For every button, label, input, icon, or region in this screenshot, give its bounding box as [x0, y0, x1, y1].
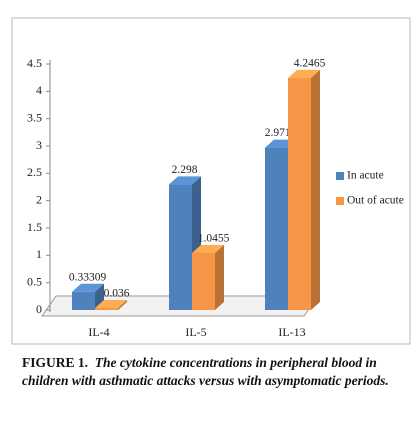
caption: FIGURE 1. The cytokine concentrations in… — [22, 354, 407, 390]
legend-label: In acute — [347, 170, 384, 182]
value-label: 4.2465 — [294, 57, 326, 69]
y-tick-label: 3 — [36, 138, 42, 152]
x-tick-label: IL-5 — [185, 325, 206, 339]
y-tick-label: 3.5 — [27, 110, 42, 124]
y-tick-label: 1.5 — [27, 220, 42, 234]
bar-top — [169, 176, 201, 185]
bar-top — [288, 69, 320, 78]
bar-side — [118, 300, 127, 310]
bar — [192, 252, 215, 310]
y-tick-label: 4 — [36, 83, 42, 97]
x-tick-label: IL-13 — [278, 325, 305, 339]
value-label: 1.0455 — [198, 232, 230, 244]
bar-side — [215, 244, 224, 310]
bar — [169, 184, 192, 310]
value-label: 0.036 — [104, 288, 130, 300]
chart: 0 0.5 1 1.5 2 2.5 3 3.5 4 4.5 IL-4 0.33309 0.036 IL-5… — [11, 17, 411, 345]
y-tick-label: 0 — [36, 302, 42, 316]
y-tick-label: 2.5 — [27, 165, 42, 179]
bar — [265, 147, 288, 310]
bar — [72, 291, 95, 310]
bar — [95, 308, 118, 310]
legend-swatch — [336, 172, 344, 180]
bar-top — [95, 300, 127, 309]
value-label: 2.298 — [172, 164, 198, 176]
bar-top — [192, 244, 224, 253]
legend-label: Out of acute — [347, 195, 404, 207]
caption-label: FIGURE 1. — [22, 355, 89, 370]
y-tick-label: 0.5 — [27, 274, 42, 288]
x-tick-label: IL-4 — [88, 325, 109, 339]
caption-text: The cytokine concentrations in periphera… — [22, 355, 389, 388]
bar-top — [72, 283, 104, 292]
y-tick-label: 2 — [36, 192, 42, 206]
value-label: 0.33309 — [69, 271, 107, 283]
y-tick-label: 4.5 — [27, 56, 42, 70]
y-tick-label: 1 — [36, 247, 42, 261]
bar — [288, 77, 311, 310]
legend-swatch — [336, 197, 344, 205]
bar-side — [311, 69, 320, 310]
